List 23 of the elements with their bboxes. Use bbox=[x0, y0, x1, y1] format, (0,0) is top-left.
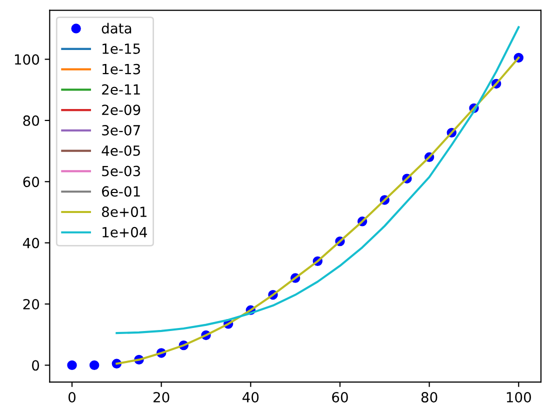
legend-label: data bbox=[102, 22, 132, 34]
legend-label: 4e-05 bbox=[102, 145, 140, 156]
y-tick-label: 20 bbox=[23, 298, 40, 310]
legend-label: 5e-03 bbox=[102, 166, 140, 176]
y-tick-label: 80 bbox=[23, 115, 40, 126]
y-tick-label: 100 bbox=[14, 54, 40, 65]
legend-label: 1e+04 bbox=[102, 226, 147, 238]
y-tick-label: 60 bbox=[23, 176, 40, 188]
x-tick-label: 80 bbox=[421, 392, 438, 402]
legend-label: 2e-11 bbox=[102, 84, 140, 95]
legend-label: 2e-09 bbox=[102, 104, 140, 116]
legend-label: 6e-01 bbox=[102, 186, 140, 197]
legend-label: 3e-07 bbox=[102, 125, 140, 136]
x-tick-label: 0 bbox=[68, 392, 76, 402]
legend-label: 1e-15 bbox=[102, 44, 140, 54]
x-tick-label: 100 bbox=[506, 392, 531, 402]
legend-label: 1e-13 bbox=[102, 64, 140, 74]
y-tick-label: 40 bbox=[22, 238, 40, 248]
x-tick-label: 20 bbox=[154, 392, 170, 402]
x-tick-label: 40 bbox=[242, 392, 259, 402]
x-tick-label: 60 bbox=[332, 392, 348, 402]
legend-label: 8e+01 bbox=[102, 206, 146, 218]
y-tick-label: 0 bbox=[32, 360, 40, 371]
